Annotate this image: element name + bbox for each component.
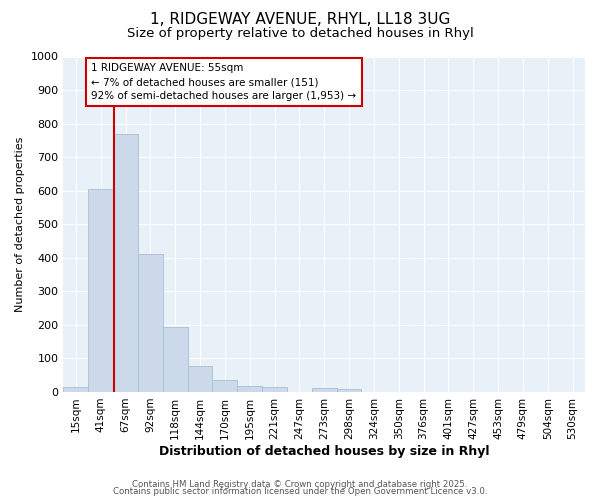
- Bar: [237, 386, 262, 392]
- X-axis label: Distribution of detached houses by size in Rhyl: Distribution of detached houses by size …: [159, 444, 490, 458]
- Bar: [262, 387, 287, 392]
- Text: Contains HM Land Registry data © Crown copyright and database right 2025.: Contains HM Land Registry data © Crown c…: [132, 480, 468, 489]
- Bar: [212, 380, 237, 392]
- Bar: [163, 326, 188, 392]
- Bar: [188, 366, 212, 392]
- Text: Size of property relative to detached houses in Rhyl: Size of property relative to detached ho…: [127, 28, 473, 40]
- Bar: [312, 388, 337, 392]
- Text: 1 RIDGEWAY AVENUE: 55sqm
← 7% of detached houses are smaller (151)
92% of semi-d: 1 RIDGEWAY AVENUE: 55sqm ← 7% of detache…: [91, 63, 356, 101]
- Text: 1, RIDGEWAY AVENUE, RHYL, LL18 3UG: 1, RIDGEWAY AVENUE, RHYL, LL18 3UG: [150, 12, 450, 28]
- Bar: [138, 254, 163, 392]
- Bar: [113, 134, 138, 392]
- Text: Contains public sector information licensed under the Open Government Licence v3: Contains public sector information licen…: [113, 487, 487, 496]
- Bar: [337, 388, 361, 392]
- Y-axis label: Number of detached properties: Number of detached properties: [15, 136, 25, 312]
- Bar: [64, 387, 88, 392]
- Bar: [88, 189, 113, 392]
